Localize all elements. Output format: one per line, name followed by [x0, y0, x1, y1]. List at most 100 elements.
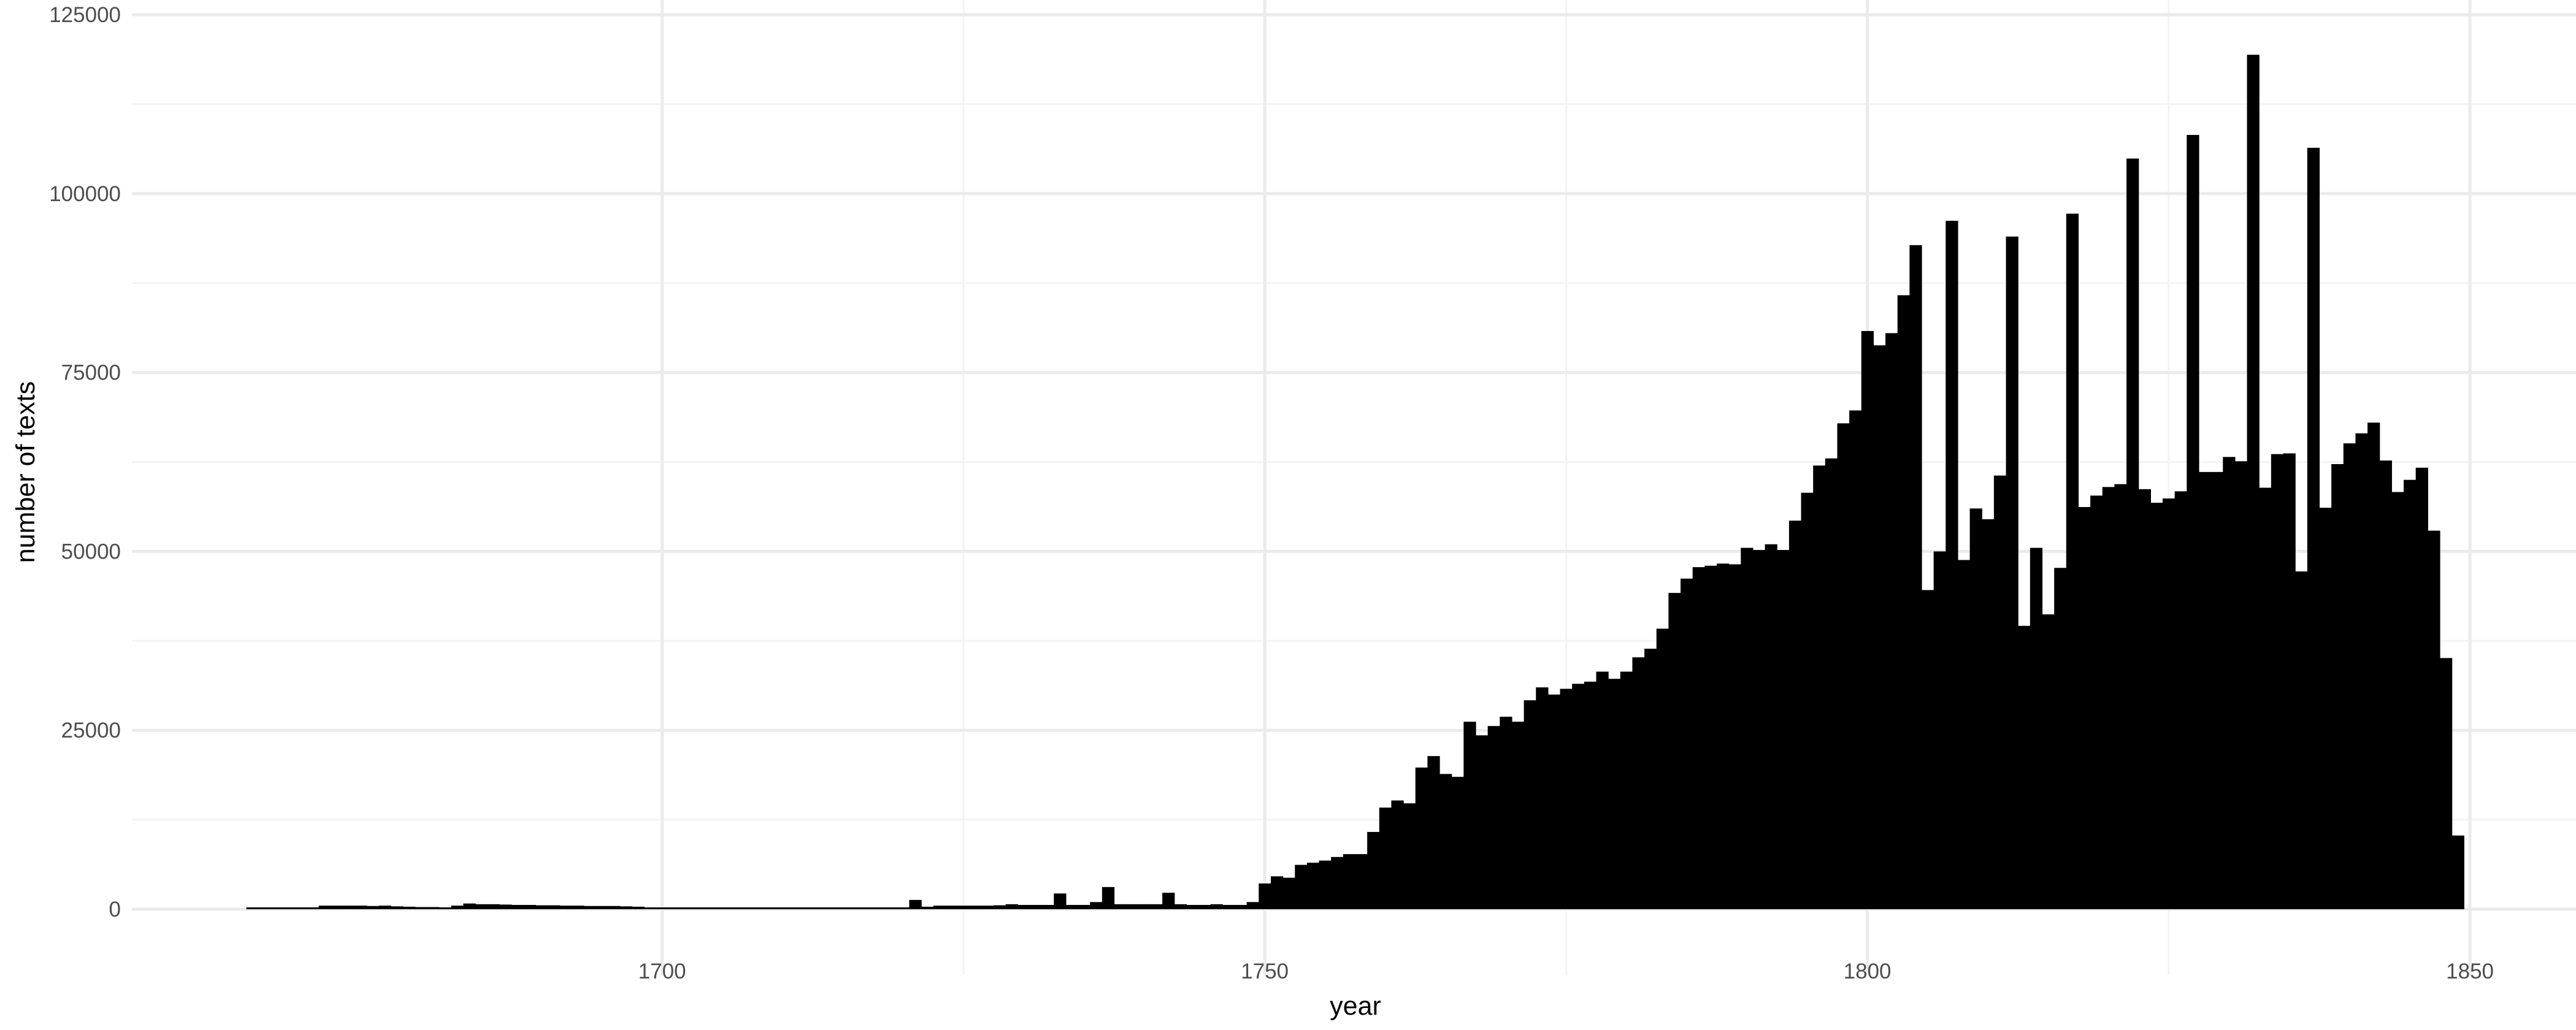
bar [1897, 295, 1910, 910]
bar [1788, 521, 1802, 909]
bar [547, 905, 561, 909]
y-tick-label: 0 [109, 898, 121, 921]
bar [837, 907, 849, 909]
bar [1825, 458, 1838, 909]
bar [2367, 422, 2380, 909]
bar [318, 906, 331, 909]
bar [1656, 628, 1669, 909]
bar [2126, 158, 2139, 910]
bar [1475, 735, 1489, 909]
bar [1524, 700, 1536, 909]
bar [572, 906, 585, 909]
bar [981, 906, 994, 909]
bar [1572, 684, 1585, 909]
bar [1933, 551, 1946, 909]
bar [294, 907, 307, 909]
bar [728, 907, 741, 909]
bar [2042, 614, 2055, 909]
bar [258, 907, 271, 909]
bar [2295, 571, 2308, 909]
bar [331, 906, 343, 909]
bar [1945, 221, 1958, 910]
bar [1849, 410, 1862, 909]
bar [2198, 471, 2212, 909]
bar [752, 907, 765, 909]
bar [704, 907, 717, 909]
bar [2404, 479, 2417, 909]
bar [2259, 487, 2272, 909]
bar [1174, 904, 1187, 909]
bar [1439, 774, 1452, 909]
bar [1102, 887, 1115, 909]
bar [1813, 465, 1826, 909]
bar [1018, 904, 1030, 909]
bar [716, 907, 729, 909]
bar [2187, 135, 2199, 909]
bar [1692, 567, 1705, 909]
bar [1319, 860, 1332, 909]
bar [2271, 454, 2284, 909]
bar [463, 903, 476, 909]
bar [2331, 464, 2344, 909]
bar [861, 907, 874, 909]
bar [897, 907, 910, 909]
bar [1355, 854, 1368, 909]
bar [1547, 694, 1561, 909]
y-tick-label: 50000 [61, 540, 121, 563]
bar [1982, 519, 1995, 909]
bar [2391, 492, 2404, 909]
bar [1704, 565, 1717, 909]
bar [1054, 893, 1067, 909]
bar [342, 906, 356, 909]
bar [2223, 457, 2236, 909]
bar [800, 907, 813, 909]
bar [1391, 800, 1404, 909]
bar [2234, 461, 2248, 909]
bar [1114, 904, 1127, 909]
bar [692, 907, 705, 909]
bar [1993, 475, 2007, 909]
bar [813, 907, 826, 909]
bar [1487, 726, 1500, 909]
bar [2210, 471, 2223, 909]
bar [270, 907, 283, 909]
bar [1162, 893, 1175, 909]
y-axis-title: number of texts [11, 381, 40, 563]
bar [1415, 767, 1428, 909]
bar [1801, 492, 1814, 909]
bar [764, 907, 777, 909]
bar [1186, 904, 1199, 909]
bar [1752, 550, 1766, 909]
bar [824, 907, 838, 909]
bar [1885, 333, 1898, 909]
bar [2439, 658, 2453, 909]
bar [1608, 679, 1621, 909]
bar [2247, 55, 2260, 910]
bar [2428, 530, 2440, 909]
bar [680, 907, 693, 909]
bar [1596, 671, 1609, 909]
bar [1957, 560, 1971, 909]
bar [306, 907, 320, 909]
bar [367, 906, 380, 909]
bar [499, 904, 512, 909]
bar [451, 906, 464, 909]
bar [596, 906, 608, 909]
bar [2138, 489, 2151, 909]
bar [1644, 649, 1657, 909]
bar [535, 905, 548, 909]
bar [740, 907, 753, 909]
bar [1668, 593, 1681, 909]
bar [2174, 491, 2187, 909]
bar [1777, 550, 1790, 909]
x-tick-label: 1700 [638, 959, 686, 983]
bar [1138, 904, 1151, 909]
bar [391, 906, 404, 909]
bar [2163, 498, 2175, 909]
bar [1259, 883, 1271, 909]
bar [246, 907, 259, 909]
bar [1861, 330, 1874, 909]
bar [1536, 687, 1549, 909]
bar [487, 904, 500, 909]
x-axis-ticks: 1700 1750 1800 1850 [638, 959, 2494, 983]
